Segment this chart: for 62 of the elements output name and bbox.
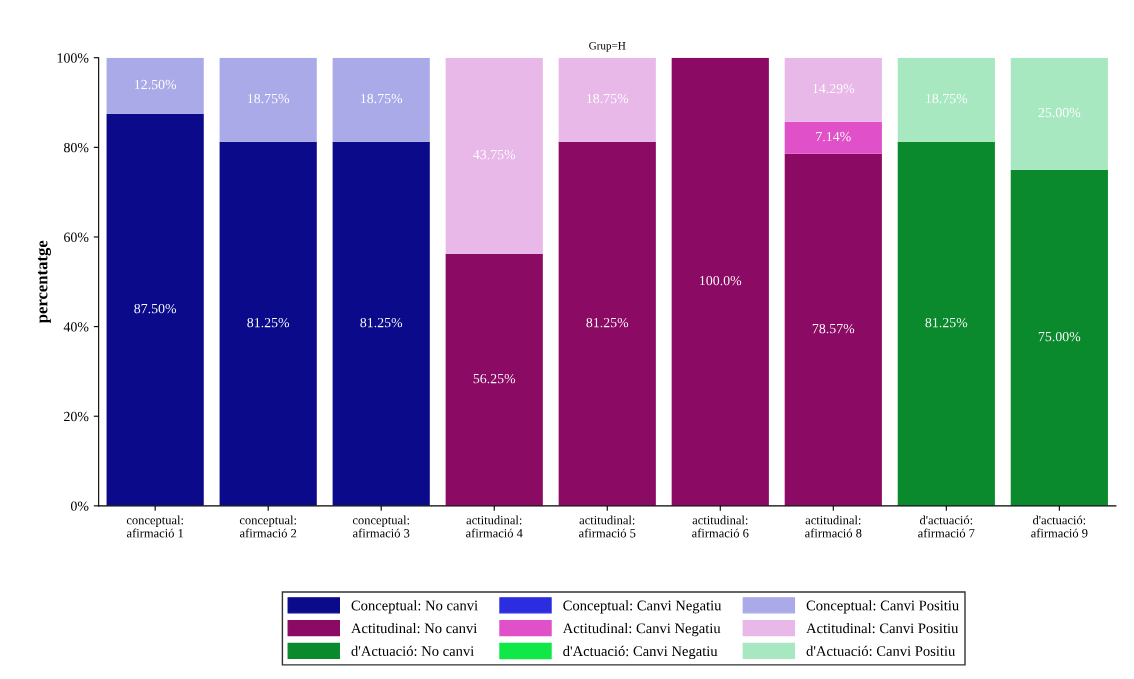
legend-label: Actitudinal: Canvi Negatiu <box>562 622 721 637</box>
bar <box>897 141 995 506</box>
legend-label: Actitudinal: No canvi <box>351 622 478 634</box>
data-label: 75.00% <box>1038 331 1081 342</box>
bar <box>332 57 430 142</box>
bar <box>558 57 656 142</box>
bar <box>784 153 882 506</box>
bar <box>106 57 204 114</box>
x-tick-label: actitudinal: afirmació 4 <box>466 515 523 538</box>
y-axis-title: percentatge <box>37 240 51 324</box>
data-label: 18.75% <box>587 93 629 104</box>
data-label: 81.25% <box>360 317 403 328</box>
bar <box>332 141 430 506</box>
legend-label: d'Actuació: Canvi Negatiu <box>563 645 718 660</box>
bar <box>219 141 317 506</box>
y-tick-label: 20% <box>64 411 89 422</box>
legend-label: d'Actuació: Canvi Positiu <box>806 645 956 657</box>
y-tick-label: 100% <box>57 53 89 63</box>
x-tick-label: actitudinal: afirmació 8 <box>805 515 862 538</box>
bar <box>897 57 995 142</box>
legend-label: Conceptual: No canvi <box>351 600 478 614</box>
legend-label: Actitudinal: Canvi Positiu <box>806 622 959 634</box>
y-tick-label: 40% <box>63 322 89 332</box>
bar <box>106 113 204 506</box>
bar <box>558 141 656 506</box>
bar <box>219 57 317 142</box>
data-label: 7.14% <box>816 131 851 142</box>
data-label: 56.25% <box>473 373 516 384</box>
data-label: 14.29% <box>813 83 855 94</box>
data-label: 25.00% <box>1038 107 1081 118</box>
data-label: 18.75% <box>248 93 290 104</box>
data-label: 81.25% <box>925 317 968 328</box>
data-label: 12.50% <box>134 79 177 90</box>
data-label: 18.75% <box>926 93 968 104</box>
data-label: 43.75% <box>473 149 516 160</box>
bar <box>784 121 882 154</box>
x-tick-label: actitudinal: afirmació 6 <box>692 515 749 538</box>
x-tick-label: actitudinal: afirmació 5 <box>579 515 636 538</box>
y-tick-label: 80% <box>64 142 89 153</box>
bar <box>671 57 769 506</box>
x-tick-label: d'actuació: afirmació 7 <box>918 515 975 538</box>
legend-label: Conceptual: Canvi Positiu <box>806 600 959 614</box>
chart-title: Grup=H <box>589 42 626 52</box>
bar <box>784 57 882 122</box>
data-label: 81.25% <box>247 317 290 328</box>
x-tick-label: conceptual: afirmació 2 <box>239 515 297 538</box>
legend-label: Conceptual: Canvi Negatiu <box>563 600 722 614</box>
y-tick-label: 60% <box>64 232 89 242</box>
bar <box>445 253 543 506</box>
bar <box>1010 169 1108 506</box>
x-tick-label: conceptual: afirmació 3 <box>352 515 410 538</box>
x-tick-label: d'actuació: afirmació 9 <box>1031 515 1088 538</box>
legend-label: d'Actuació: No canvi <box>351 645 474 657</box>
x-tick-label: conceptual: afirmació 1 <box>126 515 184 538</box>
data-label: 18.75% <box>361 93 403 104</box>
data-label: 100.0% <box>700 275 742 286</box>
y-tick-label: 0% <box>70 501 89 511</box>
bar <box>1010 57 1108 170</box>
data-label: 81.25% <box>586 317 629 328</box>
data-label: 87.50% <box>134 303 177 314</box>
bar <box>445 57 543 254</box>
data-label: 78.57% <box>812 323 855 334</box>
